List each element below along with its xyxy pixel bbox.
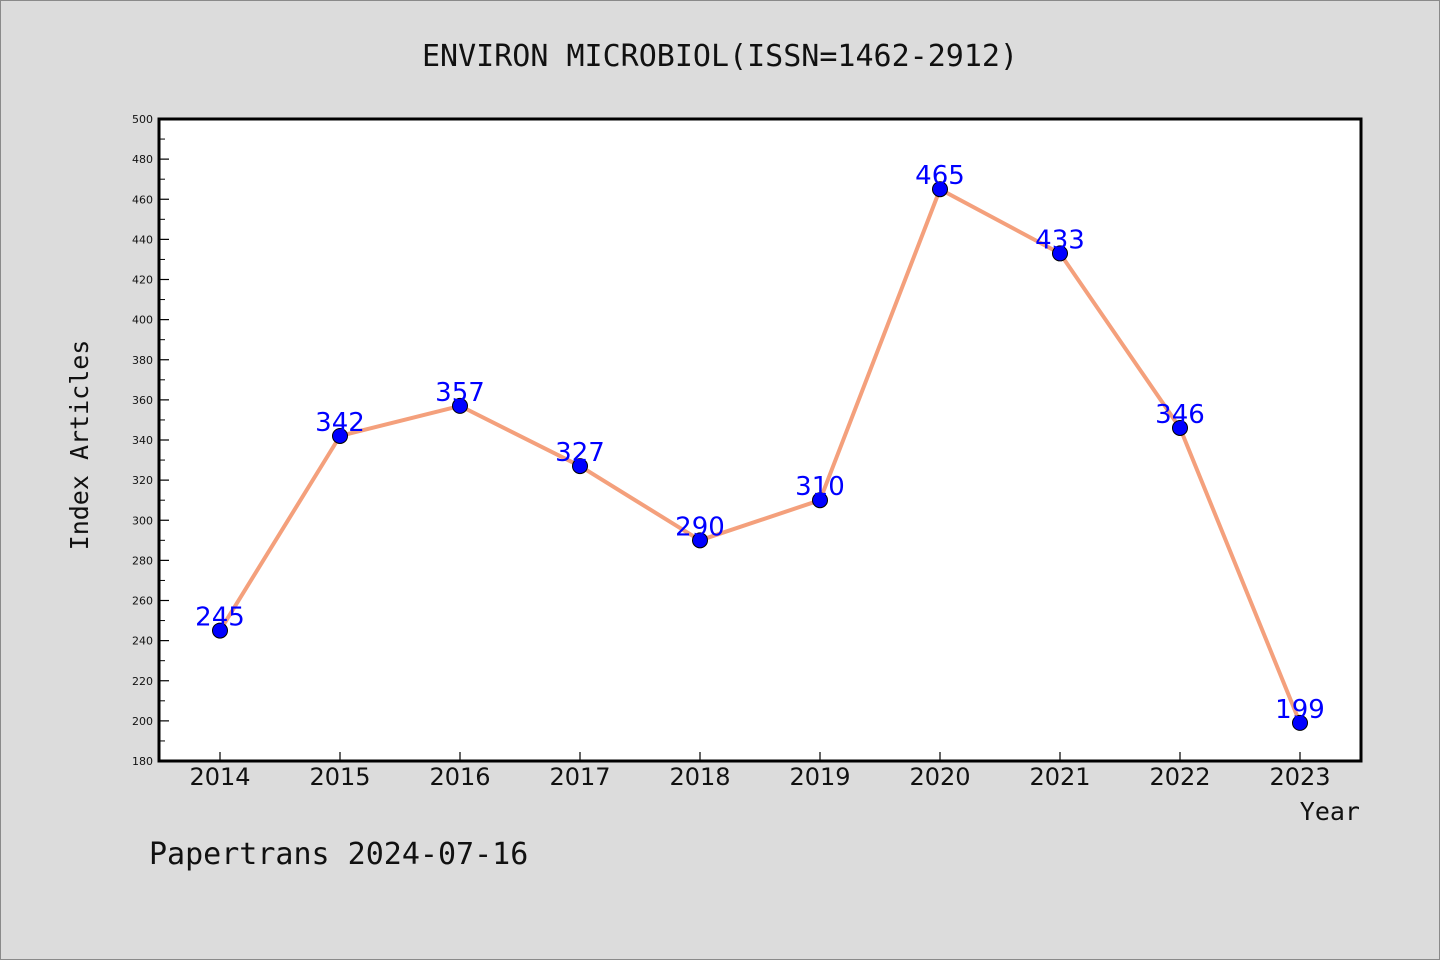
y-tick-label: 480	[132, 153, 153, 166]
y-tick-label: 360	[132, 394, 153, 407]
x-tick-label: 2017	[549, 763, 610, 791]
x-axis-title: Year	[1300, 797, 1360, 826]
data-label-layer: 245 342 357 327 290 310 465 433 346 199	[195, 161, 1325, 725]
series-layer	[218, 187, 1302, 725]
y-axis-title: Index Articles	[65, 340, 94, 551]
footer-text: Papertrans 2024-07-16	[149, 837, 528, 872]
x-tick-label: 2016	[429, 763, 490, 791]
y-tick-label: 440	[132, 233, 153, 246]
x-axis-ticks: 2014 2015 2016 2017 2018 2019 2020 2021 2022 2023	[189, 752, 1331, 791]
y-tick-label: 200	[132, 715, 153, 728]
y-tick-label: 180	[132, 755, 153, 768]
y-axis-ticks: 180 200 220 240 260 280 300 320 340 360 380 400 420 4…	[132, 113, 169, 768]
data-point	[932, 181, 948, 198]
y-tick-label: 240	[132, 635, 153, 648]
plot-area	[159, 119, 1361, 761]
data-label: 199	[1275, 695, 1325, 725]
y-tick-label: 460	[132, 193, 153, 206]
x-tick-label: 2015	[309, 763, 370, 791]
y-tick-label: 340	[132, 434, 153, 447]
data-label: 327	[555, 438, 605, 468]
y-tick-label: 500	[132, 113, 153, 126]
data-label: 357	[435, 378, 485, 408]
y-tick-label: 280	[132, 554, 153, 567]
plot-border	[157, 117, 1363, 763]
data-point	[1172, 419, 1188, 436]
y-tick-label: 220	[132, 675, 153, 688]
series-line	[218, 187, 1302, 725]
data-label: 346	[1155, 400, 1205, 430]
marker-layer	[212, 181, 1308, 731]
x-tick-label: 2023	[1269, 763, 1330, 791]
x-tick-label: 2020	[909, 763, 970, 791]
y-tick-label: 420	[132, 274, 153, 287]
data-point	[1052, 245, 1068, 262]
x-tick-label: 2022	[1149, 763, 1210, 791]
y-tick-label: 300	[132, 514, 153, 527]
data-label: 245	[195, 603, 245, 633]
data-point	[332, 427, 348, 444]
data-point	[692, 532, 708, 549]
x-tick-label: 2018	[669, 763, 730, 791]
chart-title: ENVIRON MICROBIOL(ISSN=1462-2912)	[422, 39, 1018, 74]
y-tick-label: 400	[132, 314, 153, 327]
x-tick-label: 2019	[789, 763, 850, 791]
data-label: 433	[1035, 225, 1085, 255]
data-label: 465	[915, 161, 965, 191]
data-point	[812, 492, 828, 509]
data-label: 290	[675, 512, 725, 542]
data-label: 310	[795, 472, 845, 502]
x-tick-label: 2014	[189, 763, 250, 791]
x-tick-label: 2021	[1029, 763, 1090, 791]
y-tick-label: 260	[132, 595, 153, 608]
data-point	[212, 622, 228, 639]
y-tick-label: 320	[132, 474, 153, 487]
data-point	[1292, 714, 1308, 731]
data-point	[452, 397, 468, 414]
data-label: 342	[315, 408, 365, 438]
data-point	[572, 458, 588, 475]
y-tick-label: 380	[132, 354, 153, 367]
